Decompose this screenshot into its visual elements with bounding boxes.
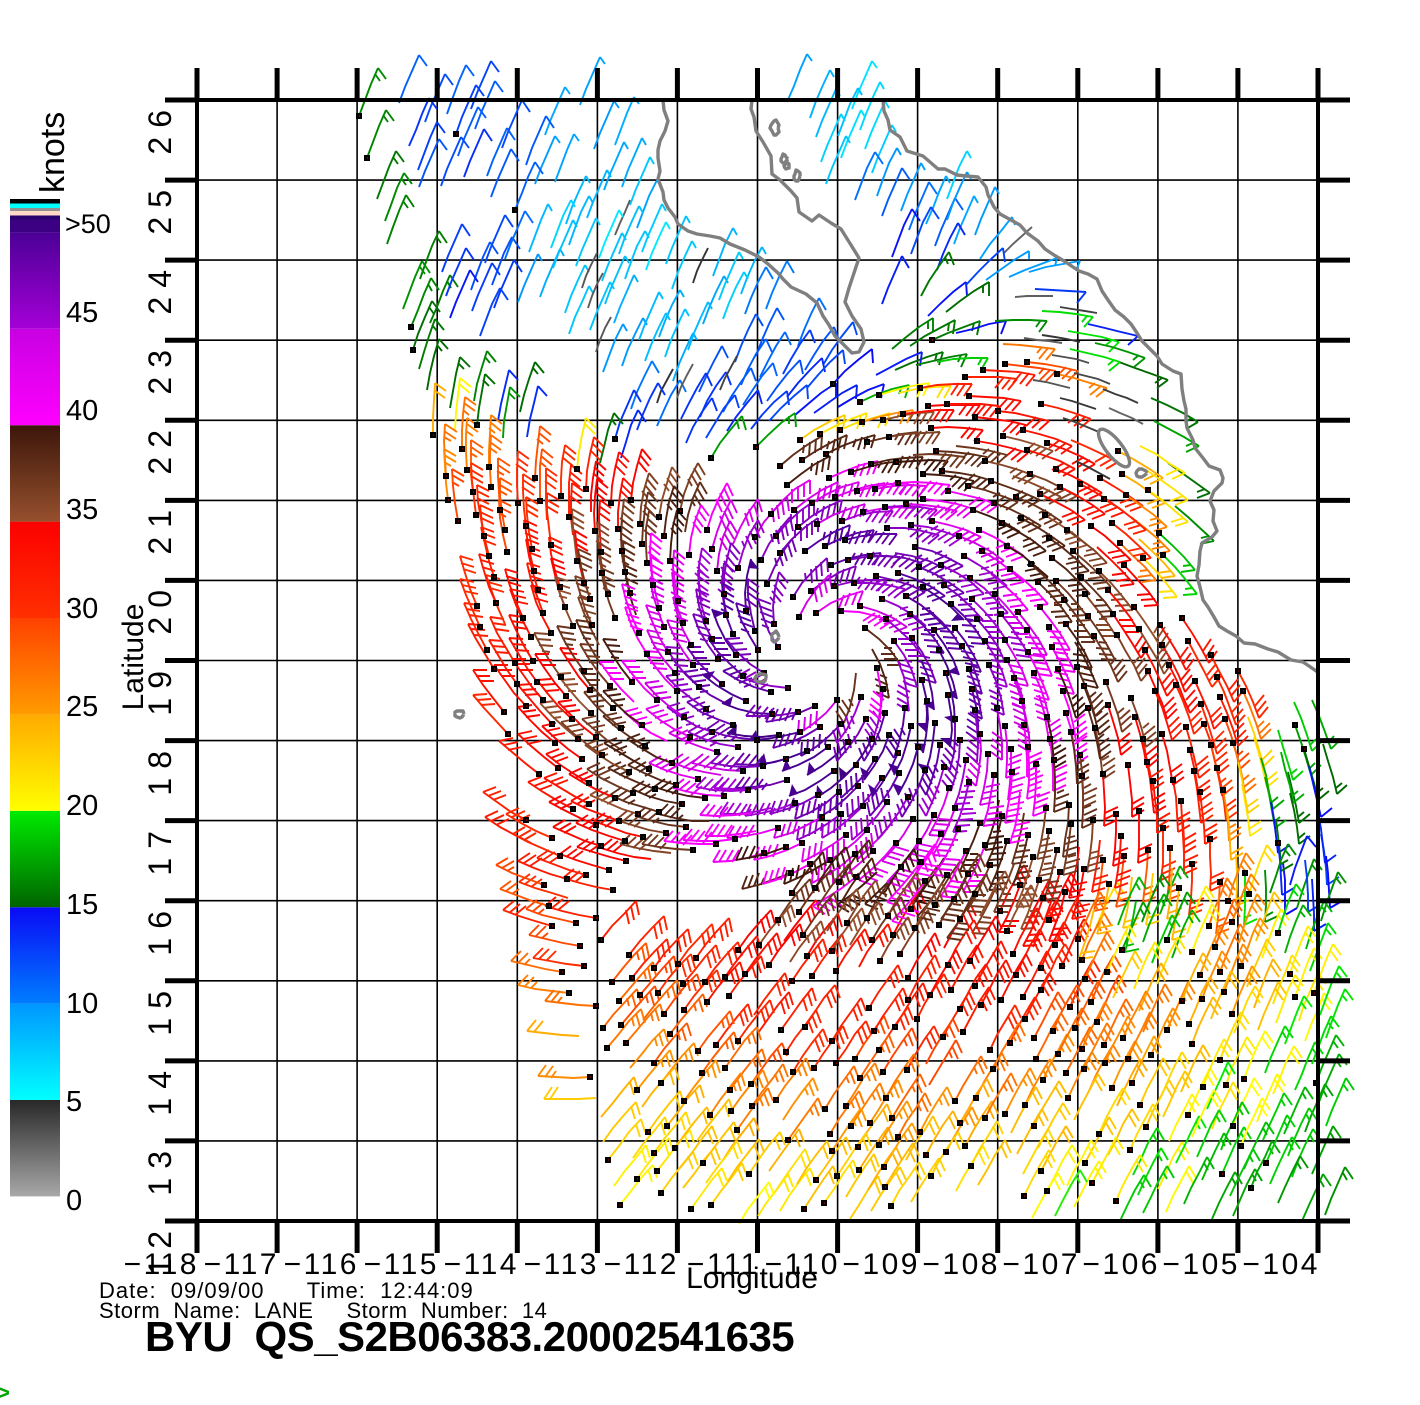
svg-text:−110: −110: [765, 1248, 840, 1281]
svg-text:−112: −112: [604, 1248, 679, 1281]
svg-text:21: 21: [142, 501, 178, 555]
svg-text:Storm Name: LANE Storm: Storm Name: LANE Storm Number: 14: [99, 1298, 547, 1323]
svg-text:−111: −111: [687, 1248, 760, 1281]
svg-text:14: 14: [142, 1062, 178, 1116]
svg-text:12: 12: [142, 1222, 178, 1276]
svg-text:Longitude: Longitude: [686, 1262, 818, 1295]
svg-text:25: 25: [142, 181, 178, 235]
svg-text:18: 18: [142, 742, 178, 796]
svg-text:30: 30: [66, 593, 98, 625]
svg-text:25: 25: [66, 691, 98, 723]
svg-text:15: 15: [142, 982, 178, 1036]
svg-text:5: 5: [66, 1086, 82, 1118]
svg-text:−109: −109: [842, 1248, 920, 1281]
svg-text:23: 23: [142, 341, 178, 395]
svg-text:>: >: [0, 1380, 10, 1400]
svg-text:−117: −117: [204, 1248, 279, 1281]
svg-text:24: 24: [142, 261, 178, 315]
svg-text:>50: >50: [65, 209, 111, 239]
svg-text:−118: −118: [124, 1248, 199, 1281]
svg-text:20: 20: [142, 581, 178, 635]
svg-text:22: 22: [142, 421, 178, 475]
svg-text:0: 0: [66, 1185, 82, 1217]
svg-text:Latitude: Latitude: [117, 604, 150, 711]
svg-text:15: 15: [66, 889, 98, 921]
svg-text:16: 16: [142, 902, 178, 956]
svg-text:−107: −107: [1002, 1248, 1080, 1281]
svg-text:−106: −106: [1082, 1248, 1160, 1281]
svg-text:−104: −104: [1242, 1248, 1320, 1281]
svg-text:40: 40: [66, 395, 98, 427]
svg-text:−105: −105: [1162, 1248, 1240, 1281]
svg-text:Date: 09/09/00 Time: 12: Date: 09/09/00 Time: 12:44:09: [99, 1278, 474, 1303]
svg-text:45: 45: [66, 297, 98, 329]
svg-text:knots: knots: [34, 112, 72, 193]
svg-text:−116: −116: [284, 1248, 359, 1281]
svg-text:−115: −115: [364, 1248, 439, 1281]
svg-text:−114: −114: [444, 1248, 519, 1281]
svg-text:13: 13: [142, 1142, 178, 1196]
svg-text:26: 26: [142, 101, 178, 155]
svg-text:−113: −113: [524, 1248, 599, 1281]
svg-text:−108: −108: [922, 1248, 1000, 1281]
svg-text:35: 35: [66, 494, 98, 526]
svg-text:BYU QS_S2B06383.20002541635: BYU QS_S2B06383.20002541635: [145, 1313, 794, 1360]
svg-text:17: 17: [142, 822, 178, 876]
svg-text:20: 20: [66, 790, 98, 822]
svg-text:19: 19: [142, 662, 178, 716]
svg-text:10: 10: [66, 988, 98, 1020]
